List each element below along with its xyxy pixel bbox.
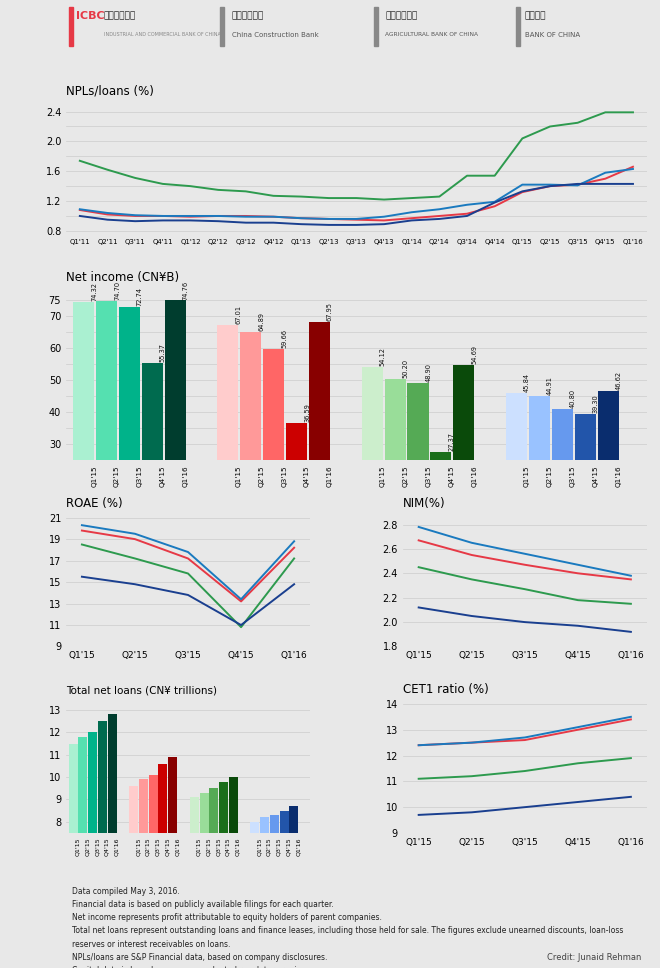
Text: ROAE (%): ROAE (%) — [66, 497, 123, 510]
Bar — [158, 764, 168, 968]
Bar — [108, 714, 117, 968]
Text: 39.30: 39.30 — [593, 395, 599, 413]
Text: 40.80: 40.80 — [570, 389, 576, 408]
Bar — [362, 367, 383, 540]
Bar — [240, 332, 261, 540]
Bar — [98, 721, 107, 968]
Text: 67.01: 67.01 — [236, 305, 242, 324]
Text: 72.74: 72.74 — [137, 287, 143, 306]
Bar — [168, 757, 177, 968]
Text: Data compiled May 3, 2016.
Financial data is based on publicly available filings: Data compiled May 3, 2016. Financial dat… — [72, 887, 623, 968]
Bar — [209, 788, 218, 968]
Text: NIM(%): NIM(%) — [403, 497, 446, 510]
Text: 74.32: 74.32 — [91, 282, 97, 301]
Text: 46.62: 46.62 — [616, 371, 622, 390]
Bar — [69, 7, 73, 45]
Bar — [142, 363, 163, 540]
Bar — [552, 409, 573, 540]
Bar — [529, 396, 550, 540]
Bar — [289, 806, 298, 968]
Bar — [199, 793, 209, 968]
Text: 36.59: 36.59 — [304, 403, 310, 422]
Text: 45.84: 45.84 — [524, 373, 530, 392]
Text: 中国农业银行: 中国农业银行 — [385, 12, 418, 20]
Bar — [190, 798, 199, 968]
Bar — [88, 733, 97, 968]
Bar — [407, 383, 428, 540]
Bar — [119, 307, 140, 540]
Bar — [309, 322, 330, 540]
Text: 中国建设银行: 中国建设银行 — [232, 12, 264, 20]
Bar — [263, 348, 284, 540]
Bar — [575, 414, 596, 540]
Text: Total net loans (CN¥ trillions): Total net loans (CN¥ trillions) — [66, 685, 217, 695]
Text: NPLs/loans (%): NPLs/loans (%) — [66, 85, 154, 98]
Bar — [220, 7, 224, 45]
Text: INDUSTRIAL AND COMMERCIAL BANK OF CHINA: INDUSTRIAL AND COMMERCIAL BANK OF CHINA — [104, 32, 220, 37]
Text: 48.90: 48.90 — [426, 363, 432, 382]
Bar — [164, 300, 185, 540]
Bar — [516, 7, 520, 45]
Bar — [260, 817, 269, 968]
Text: 27.37: 27.37 — [448, 433, 455, 451]
Bar — [96, 301, 117, 540]
Text: China Construction Bank: China Construction Bank — [232, 32, 318, 38]
Bar — [270, 815, 279, 968]
Bar — [506, 393, 527, 540]
Bar — [69, 743, 78, 968]
Bar — [280, 810, 288, 968]
Bar — [217, 325, 238, 540]
Text: 59.66: 59.66 — [281, 329, 287, 348]
Bar — [374, 7, 378, 45]
Text: Net income (CN¥B): Net income (CN¥B) — [66, 271, 179, 285]
Text: AGRICULTURAL BANK OF CHINA: AGRICULTURAL BANK OF CHINA — [385, 32, 478, 37]
Text: 74.70: 74.70 — [114, 281, 120, 300]
Bar — [229, 777, 238, 968]
Bar — [129, 786, 139, 968]
Bar — [385, 379, 406, 540]
Bar — [250, 822, 259, 968]
Text: 54.69: 54.69 — [471, 345, 477, 364]
Text: 中国工商银行: 中国工商银行 — [104, 12, 136, 20]
Bar — [597, 391, 618, 540]
Bar — [430, 452, 451, 540]
Bar — [139, 779, 148, 968]
Text: 54.12: 54.12 — [379, 347, 386, 366]
Text: CET1 ratio (%): CET1 ratio (%) — [403, 683, 488, 696]
Text: 50.20: 50.20 — [403, 359, 409, 378]
Bar — [79, 737, 87, 968]
Text: 67.95: 67.95 — [327, 302, 333, 321]
Bar — [148, 774, 158, 968]
Text: 74.76: 74.76 — [183, 281, 189, 299]
Bar — [453, 365, 475, 540]
Bar — [219, 781, 228, 968]
Text: 44.91: 44.91 — [547, 377, 553, 395]
Text: 55.37: 55.37 — [160, 343, 166, 362]
Text: 中国银行: 中国银行 — [525, 12, 546, 20]
Text: Credit: Junaid Rehman: Credit: Junaid Rehman — [546, 953, 641, 961]
Text: ICBC: ICBC — [77, 12, 105, 21]
Text: 64.89: 64.89 — [258, 312, 265, 331]
Text: BANK OF CHINA: BANK OF CHINA — [525, 32, 580, 38]
Bar — [286, 423, 307, 540]
Bar — [73, 302, 94, 540]
